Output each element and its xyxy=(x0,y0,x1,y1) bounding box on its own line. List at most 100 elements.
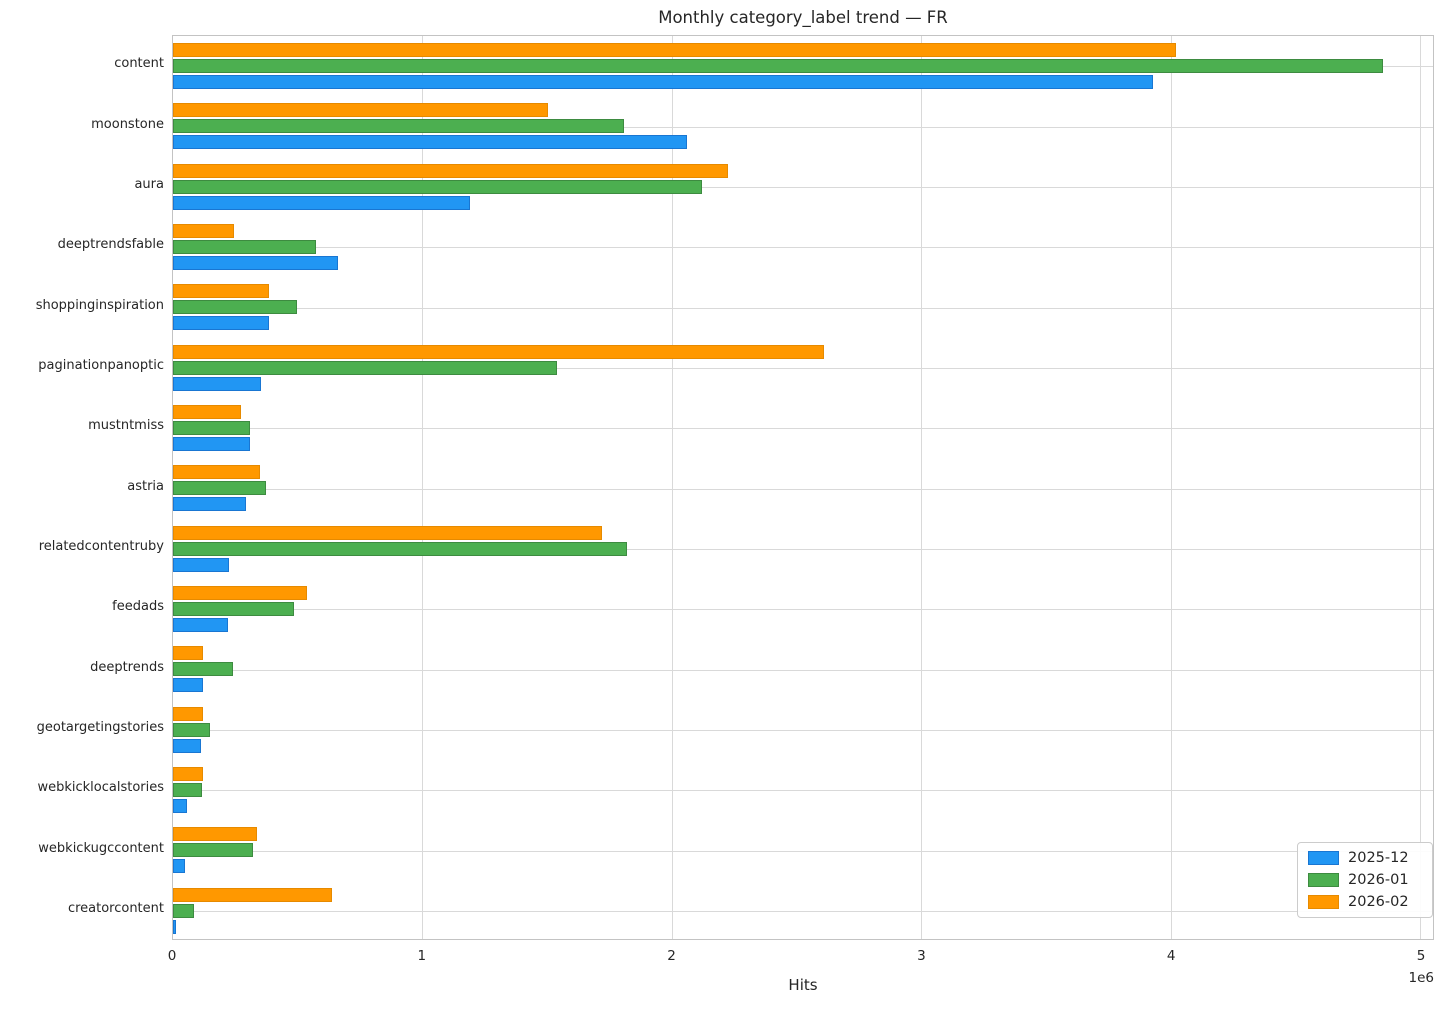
bar-2025-12-relatedcontentruby xyxy=(173,557,229,572)
axis-multiplier-label: 1e6 xyxy=(1408,970,1434,986)
bar-group-content xyxy=(173,36,1433,96)
x-tick-label-0: 0 xyxy=(167,948,177,964)
category-label-shoppinginspiration: shoppinginspiration xyxy=(35,297,164,313)
y-gridline xyxy=(173,428,1433,430)
x-tick-label-4: 4 xyxy=(1166,948,1176,964)
category-label-creatorcontent: creatorcontent xyxy=(67,900,164,916)
category-label-mustntmiss: mustntmiss xyxy=(88,418,164,434)
bar-group-geotargetingstories xyxy=(173,700,1433,760)
category-label-paginationpanoptic: paginationpanoptic xyxy=(38,357,164,373)
bar-2026-01-astria xyxy=(173,481,266,496)
x-gridline xyxy=(921,36,923,939)
y-gridline xyxy=(173,790,1433,792)
bar-2026-01-aura xyxy=(173,179,702,194)
bar-2026-02-relatedcontentruby xyxy=(173,525,602,540)
bar-2026-01-shoppinginspiration xyxy=(173,300,298,315)
bar-2026-02-webkickugccontent xyxy=(173,827,257,842)
bar-group-deeptrendsfable xyxy=(173,217,1433,277)
bar-2026-01-relatedcontentruby xyxy=(173,541,627,556)
bar-2025-12-geotargetingstories xyxy=(173,738,202,753)
bar-2026-02-mustntmiss xyxy=(173,405,241,420)
bar-2026-02-creatorcontent xyxy=(173,887,332,902)
y-gridline xyxy=(173,247,1433,249)
category-label-webkickugccontent: webkickugccontent xyxy=(38,840,164,856)
bar-group-deeptrends xyxy=(173,639,1433,699)
bar-group-webkickugccontent xyxy=(173,820,1433,880)
category-label-deeptrends: deeptrends xyxy=(90,659,164,675)
y-gridline xyxy=(173,850,1433,852)
bar-group-moonstone xyxy=(173,96,1433,156)
category-label-deeptrendsfable: deeptrendsfable xyxy=(57,237,164,253)
x-gridline xyxy=(422,36,424,939)
bar-2026-02-shoppinginspiration xyxy=(173,284,270,299)
category-label-geotargetingstories: geotargetingstories xyxy=(36,719,164,735)
bar-2026-01-creatorcontent xyxy=(173,903,194,918)
legend-entry-2025-12: 2025-12 xyxy=(1308,850,1422,866)
y-gridline xyxy=(173,488,1433,490)
bar-group-paginationpanoptic xyxy=(173,338,1433,398)
y-gridline xyxy=(173,307,1433,309)
x-gridline xyxy=(671,36,673,939)
legend-label-2026-01: 2026-01 xyxy=(1348,872,1409,888)
x-axis-label: Hits xyxy=(788,976,818,994)
bar-2026-01-webkicklocalstories xyxy=(173,783,203,798)
category-label-relatedcontentruby: relatedcontentruby xyxy=(38,538,164,554)
x-tick-label-2: 2 xyxy=(667,948,676,964)
bar-group-creatorcontent xyxy=(173,881,1433,941)
bar-2025-12-feedads xyxy=(173,618,229,633)
y-gridline xyxy=(173,729,1433,731)
y-gridline xyxy=(173,609,1433,611)
bar-2026-01-mustntmiss xyxy=(173,421,251,436)
bar-2026-01-geotargetingstories xyxy=(173,722,211,737)
bar-group-webkicklocalstories xyxy=(173,760,1433,820)
legend-label-2026-02: 2026-02 xyxy=(1348,894,1409,910)
y-gridline xyxy=(173,548,1433,550)
legend-swatch-2025-12 xyxy=(1308,851,1339,865)
legend-swatch-2026-02 xyxy=(1308,895,1339,909)
plot-area xyxy=(172,35,1434,940)
category-label-feedads: feedads xyxy=(112,599,164,615)
bar-2026-01-paginationpanoptic xyxy=(173,360,558,375)
bar-2025-12-webkicklocalstories xyxy=(173,799,187,814)
bar-2025-12-astria xyxy=(173,497,246,512)
bar-2026-01-webkickugccontent xyxy=(173,843,253,858)
bar-2025-12-deeptrends xyxy=(173,678,204,693)
bar-2025-12-deeptrendsfable xyxy=(173,256,338,271)
category-label-moonstone: moonstone xyxy=(91,116,164,132)
bar-2026-01-moonstone xyxy=(173,119,625,134)
bar-2026-02-feedads xyxy=(173,586,308,601)
bar-2026-02-deeptrendsfable xyxy=(173,224,234,239)
y-gridline xyxy=(173,186,1433,188)
x-tick-label-5: 5 xyxy=(1416,948,1426,964)
bar-group-relatedcontentruby xyxy=(173,519,1433,579)
x-tick-label-1: 1 xyxy=(417,948,427,964)
bar-2025-12-moonstone xyxy=(173,135,687,150)
bar-group-aura xyxy=(173,157,1433,217)
bar-2026-02-astria xyxy=(173,465,260,480)
bar-2026-02-webkicklocalstories xyxy=(173,767,204,782)
legend: 2025-12 2026-01 2026-02 xyxy=(1297,842,1433,918)
legend-entry-2026-02: 2026-02 xyxy=(1308,894,1422,910)
bar-2026-01-deeptrends xyxy=(173,662,233,677)
bar-2026-02-aura xyxy=(173,163,728,178)
y-gridline xyxy=(173,669,1433,671)
bar-2025-12-mustntmiss xyxy=(173,437,251,452)
bar-2026-01-deeptrendsfable xyxy=(173,240,317,255)
category-label-astria: astria xyxy=(127,478,164,494)
bar-2026-02-geotargetingstories xyxy=(173,706,204,721)
bar-group-mustntmiss xyxy=(173,398,1433,458)
x-tick-label-3: 3 xyxy=(917,948,926,964)
y-gridline xyxy=(173,367,1433,369)
legend-label-2025-12: 2025-12 xyxy=(1348,850,1409,866)
bar-2025-12-paginationpanoptic xyxy=(173,376,261,391)
legend-entry-2026-01: 2026-01 xyxy=(1308,872,1422,888)
x-gridline xyxy=(1420,36,1422,939)
bar-group-astria xyxy=(173,458,1433,518)
bar-2025-12-creatorcontent xyxy=(173,919,177,934)
chart-title: Monthly category_label trend — FR xyxy=(658,8,948,27)
legend-swatch-2026-01 xyxy=(1308,873,1339,887)
bar-2026-01-content xyxy=(173,59,1383,74)
bar-2025-12-aura xyxy=(173,195,470,210)
bar-2026-02-deeptrends xyxy=(173,646,204,661)
